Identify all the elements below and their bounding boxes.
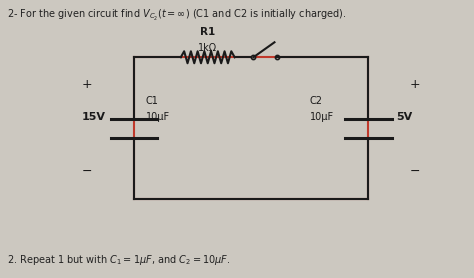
Text: 5V: 5V — [396, 112, 412, 122]
Text: 2. Repeat 1 but with $C_1 = 1\mu F$, and $C_2 = 10\mu F$.: 2. Repeat 1 but with $C_1 = 1\mu F$, and… — [8, 253, 231, 267]
Text: 10μF: 10μF — [310, 112, 334, 122]
Text: 1kΩ: 1kΩ — [198, 43, 217, 53]
Text: C1: C1 — [146, 96, 158, 106]
Text: R1: R1 — [200, 27, 215, 37]
Text: 10μF: 10μF — [146, 112, 170, 122]
Text: C2: C2 — [310, 96, 323, 106]
Text: −: − — [410, 165, 420, 178]
Text: 2- For the given circuit find $V_{C_2}(t = \infty)$ (C1 and C2 is initially char: 2- For the given circuit find $V_{C_2}(t… — [8, 8, 347, 23]
Text: 15V: 15V — [82, 112, 106, 122]
Text: −: − — [82, 165, 92, 178]
Text: +: + — [410, 78, 420, 91]
Text: +: + — [82, 78, 92, 91]
